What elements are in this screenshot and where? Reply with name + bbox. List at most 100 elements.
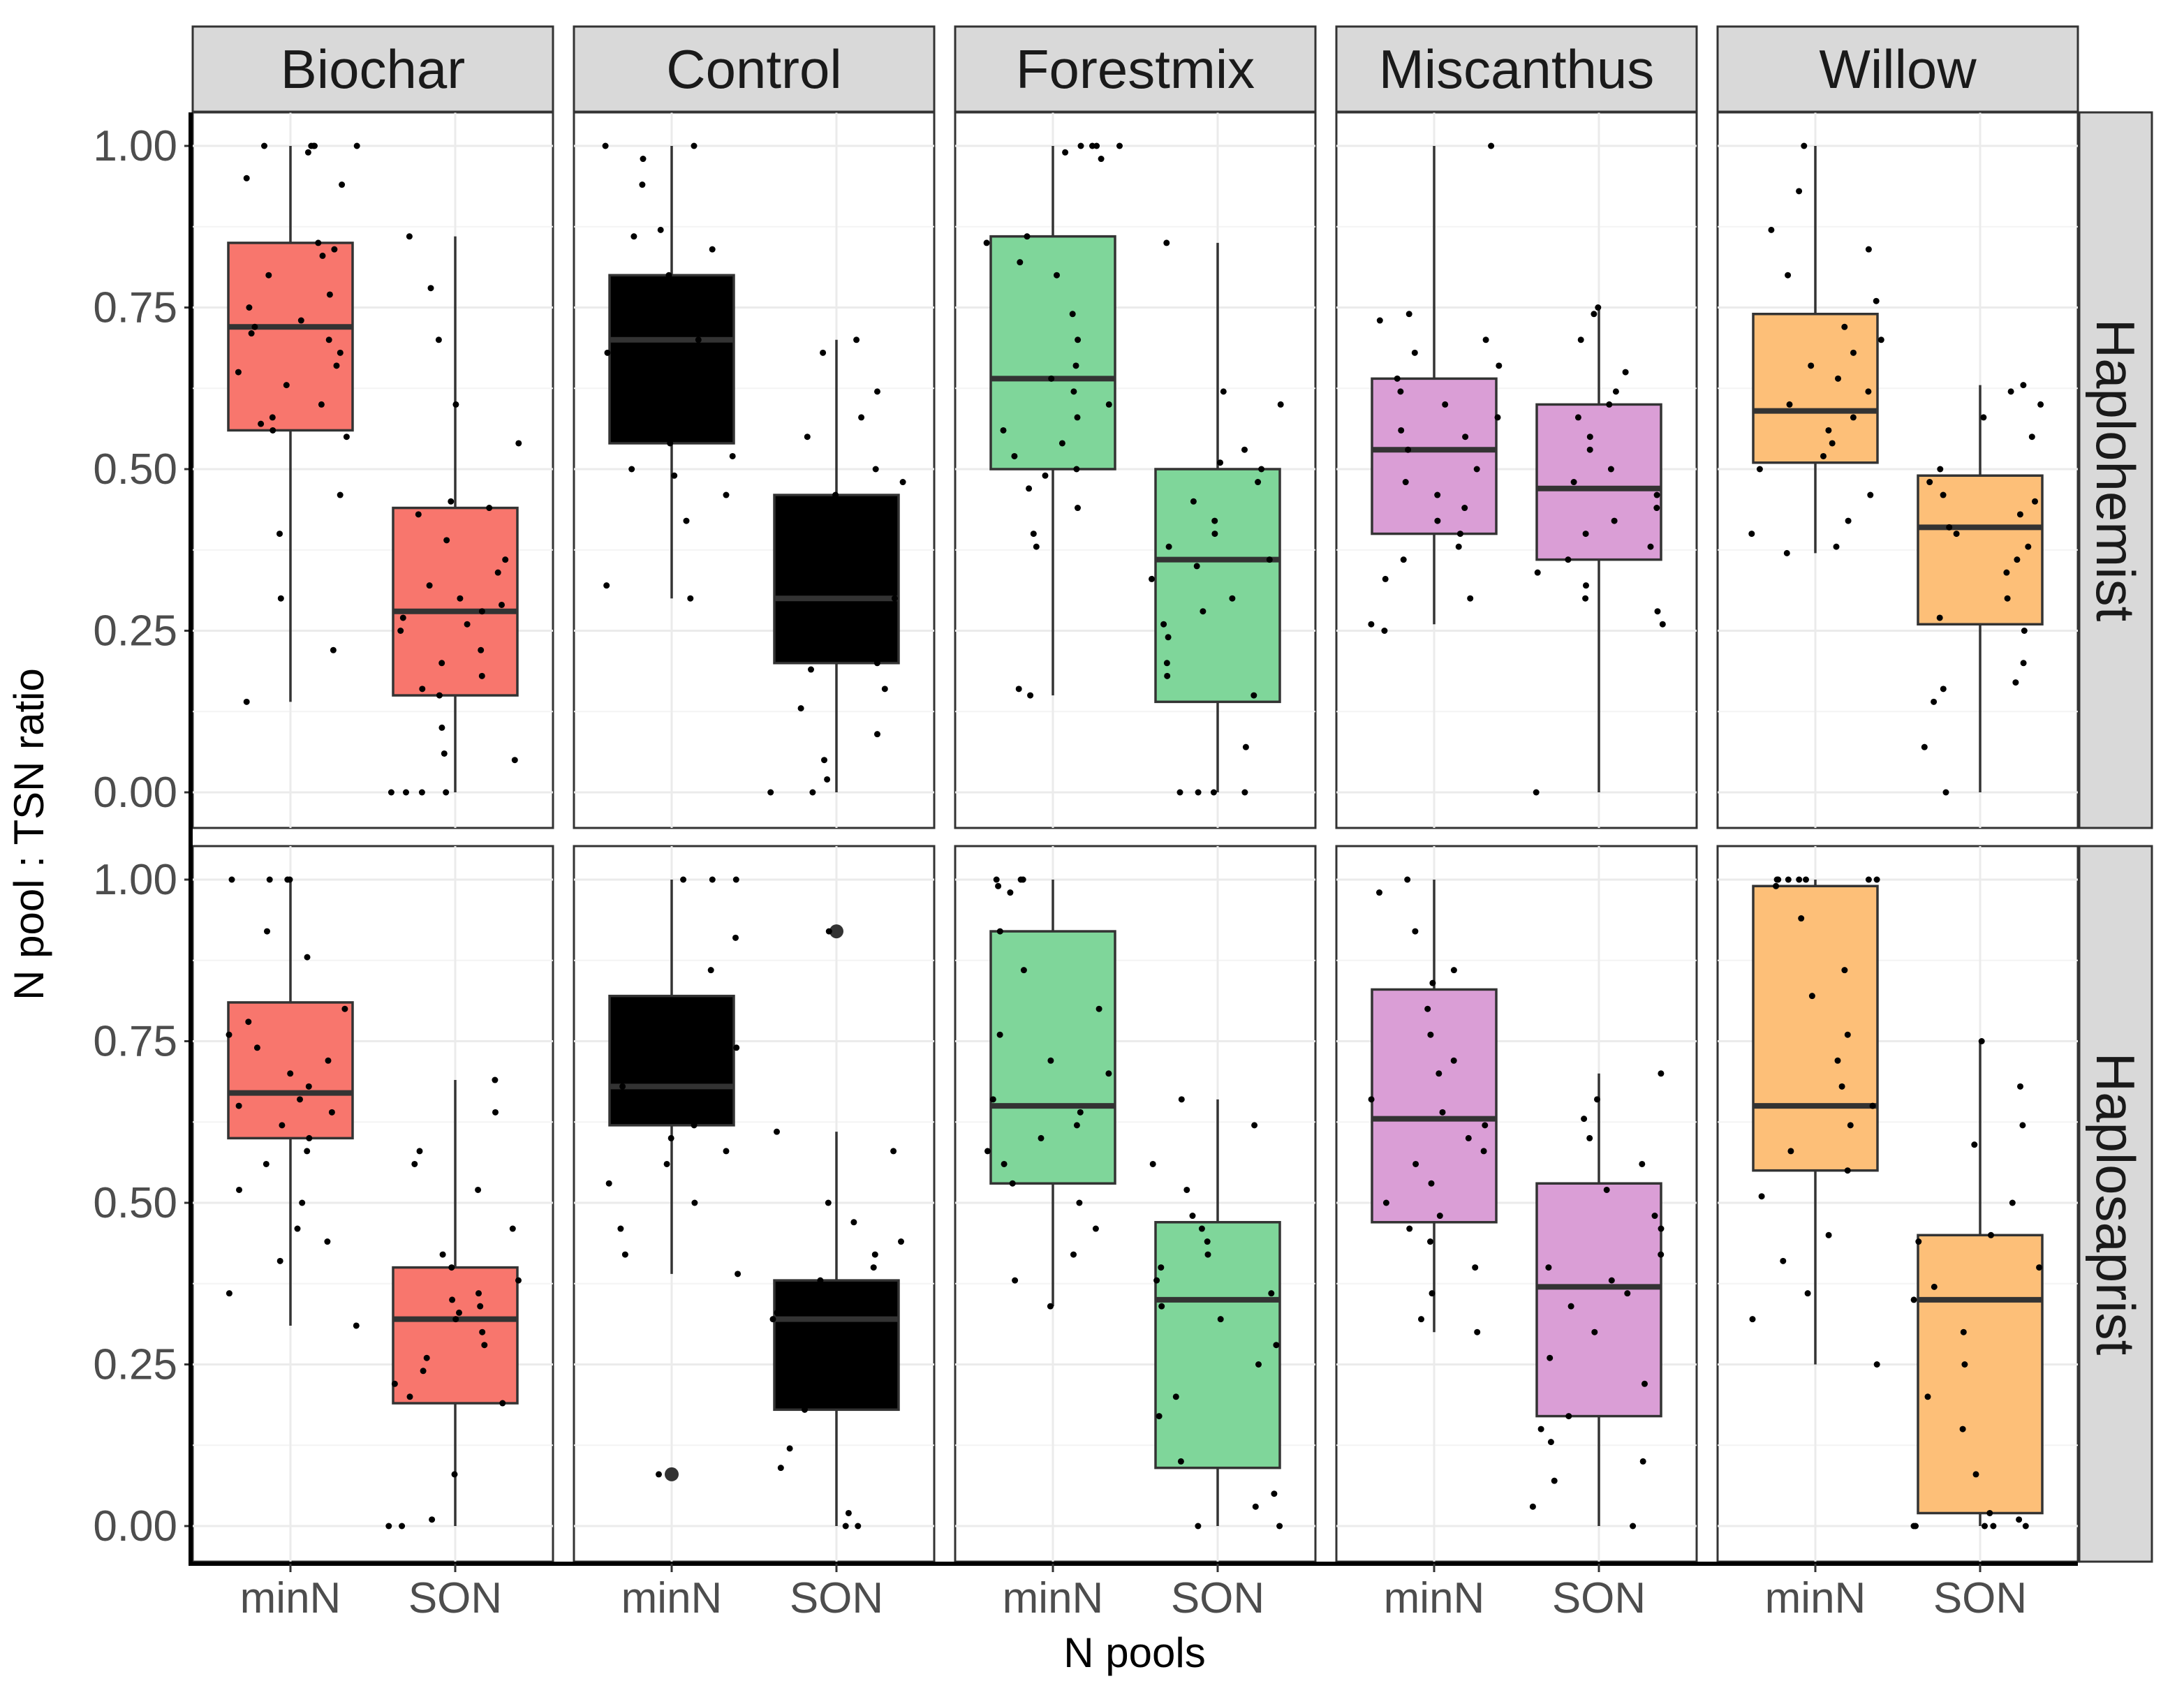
x-tick-label: SON [408, 1574, 502, 1622]
strip-background [573, 25, 936, 113]
data-point [326, 291, 333, 298]
box-son [385, 1076, 522, 1530]
data-point [661, 375, 668, 382]
data-point [1252, 1503, 1259, 1510]
data-point [2003, 569, 2010, 576]
data-point [479, 1328, 486, 1335]
data-point [1030, 531, 1037, 538]
data-point [799, 621, 806, 628]
data-point [1400, 556, 1407, 563]
data-point [253, 1044, 260, 1051]
data-point [1940, 686, 1947, 693]
data-point [1825, 1231, 1832, 1238]
data-point [1622, 369, 1629, 376]
data-point [494, 569, 501, 576]
data-point [1912, 1523, 1919, 1530]
data-point [1073, 1122, 1080, 1129]
data-point [492, 1076, 499, 1083]
data-point [649, 1109, 656, 1116]
data-point [279, 1122, 286, 1129]
data-point [872, 466, 879, 473]
data-point [850, 1219, 857, 1226]
data-point [804, 434, 811, 440]
data-point [1042, 472, 1049, 479]
data-point [698, 1005, 704, 1012]
data-point [1529, 1503, 1536, 1510]
data-point [420, 1368, 427, 1375]
iqr-box [989, 235, 1116, 471]
data-point [691, 142, 698, 149]
iqr-box [608, 274, 735, 445]
data-point [1429, 1290, 1436, 1297]
data-point [1258, 466, 1265, 473]
data-point [1838, 1083, 1845, 1090]
data-point [416, 1148, 423, 1155]
data-point [1217, 459, 1223, 466]
data-point [1494, 414, 1501, 421]
data-point [1873, 876, 1880, 883]
strips-layer: Biochar Control Forestmix Miscanthus Willow H… [191, 25, 2153, 1563]
data-point [1241, 446, 1248, 453]
x-axis-title: N pools [1063, 1629, 1205, 1676]
data-point [1195, 789, 1202, 796]
data-point [1647, 543, 1654, 550]
data-point [331, 246, 338, 253]
data-point [1586, 434, 1593, 440]
x-tick-label: minN [621, 1574, 723, 1622]
data-point [1865, 388, 1872, 395]
data-point [2025, 543, 2032, 550]
strip-haplohemist: Haplohemist [2078, 111, 2153, 829]
data-point [1092, 1225, 1099, 1232]
data-point [1105, 1070, 1112, 1077]
data-point [1798, 915, 1805, 922]
data-point [1971, 1141, 1978, 1148]
iqr-box [773, 494, 900, 665]
data-point [729, 452, 736, 459]
data-point [1835, 375, 1841, 382]
outlier-point [665, 1467, 679, 1481]
data-point [2037, 401, 2044, 408]
data-point [1787, 1148, 1794, 1155]
data-point [1820, 452, 1827, 459]
data-point [325, 336, 332, 343]
data-point [246, 304, 253, 311]
data-point [824, 776, 831, 783]
data-point [265, 272, 272, 279]
data-point [1480, 1148, 1487, 1155]
data-point [621, 1251, 628, 1258]
data-point [1089, 142, 1095, 149]
data-point [2019, 1122, 2026, 1129]
data-point [235, 1102, 242, 1109]
data-point [732, 876, 739, 883]
data-point [640, 434, 647, 440]
data-point [1877, 336, 1884, 343]
iqr-box [1535, 1182, 1662, 1418]
strip-biochar: Biochar [191, 25, 554, 113]
data-point [388, 789, 394, 796]
data-point [1376, 889, 1382, 896]
strip-willow: Willow [1716, 25, 2079, 113]
data-point [688, 1057, 695, 1064]
data-point [248, 330, 255, 337]
data-point [261, 142, 267, 149]
x-tick-label: SON [1552, 1574, 1646, 1622]
data-point [1038, 1134, 1045, 1141]
data-point [853, 1380, 860, 1387]
data-point [324, 1238, 331, 1245]
data-point [475, 1186, 482, 1193]
data-point [1829, 440, 1836, 447]
data-point [448, 1264, 455, 1271]
data-point [1241, 789, 1248, 796]
iqr-box [392, 1266, 519, 1405]
box-minn [1749, 876, 1880, 1368]
data-point [1158, 1264, 1165, 1271]
box-son [1529, 1070, 1665, 1530]
data-point [709, 876, 716, 883]
data-point [604, 349, 611, 356]
data-point [228, 876, 235, 883]
data-point [328, 1109, 335, 1116]
panel-haplosaprist-miscanthus [1335, 845, 1698, 1563]
data-point [1398, 427, 1405, 434]
data-point [1007, 889, 1014, 896]
data-point [418, 789, 425, 796]
